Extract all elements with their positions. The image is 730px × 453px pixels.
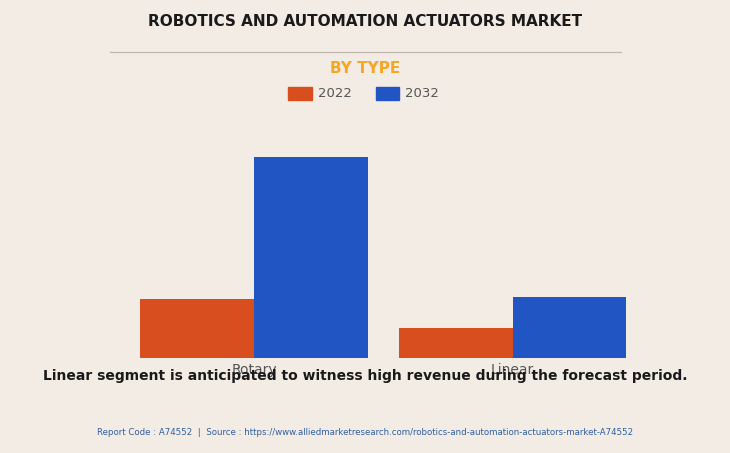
Bar <box>254 157 368 358</box>
Bar <box>140 299 254 358</box>
Text: Linear segment is anticipated to witness high revenue during the forecast period: Linear segment is anticipated to witness… <box>43 369 687 383</box>
Text: ROBOTICS AND AUTOMATION ACTUATORS MARKET: ROBOTICS AND AUTOMATION ACTUATORS MARKET <box>148 14 582 29</box>
Bar <box>399 328 512 358</box>
Text: 2022: 2022 <box>318 87 351 100</box>
Text: Report Code : A74552  |  Source : https://www.alliedmarketresearch.com/robotics-: Report Code : A74552 | Source : https://… <box>97 428 633 437</box>
Text: 2032: 2032 <box>405 87 439 100</box>
Bar <box>512 298 626 358</box>
Text: BY TYPE: BY TYPE <box>330 61 400 76</box>
